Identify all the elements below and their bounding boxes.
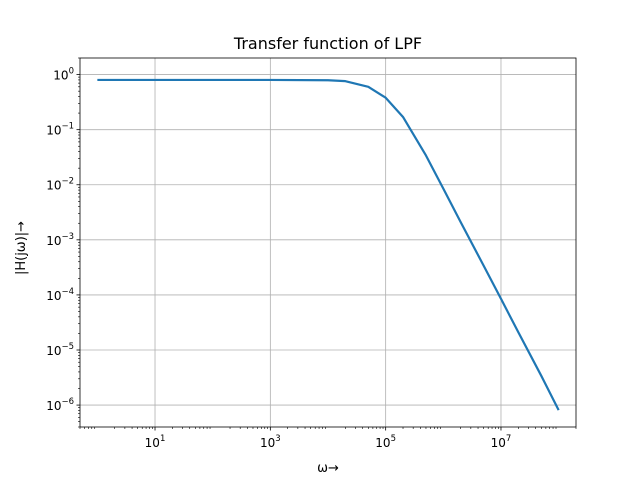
series-line <box>97 78 560 411</box>
x-tick-label: 107 <box>491 434 512 450</box>
x-axis-label: ω→ <box>317 461 339 476</box>
y-tick-label: 100 <box>53 67 74 83</box>
y-axis-label: |H(jω)|→ <box>14 221 29 275</box>
chart-title: Transfer function of LPF <box>233 34 422 53</box>
x-tick-label: 103 <box>260 434 281 450</box>
y-tick-label: 10−3 <box>46 232 74 248</box>
y-tick-label: 10−6 <box>46 397 74 413</box>
y-tick-label: 10−5 <box>46 342 74 358</box>
y-axis-ticks: 100 10−1 10−2 10−3 10−4 10−5 10−6 <box>46 57 80 428</box>
y-tick-label: 10−1 <box>46 122 74 138</box>
x-axis-ticks: 101 103 105 107 <box>79 427 577 450</box>
x-tick-label: 101 <box>145 434 166 450</box>
grid-lines <box>80 58 576 427</box>
y-tick-label: 10−4 <box>46 287 74 303</box>
x-tick-label: 105 <box>375 434 396 450</box>
plot-area <box>97 78 560 411</box>
y-tick-label: 10−2 <box>46 177 74 193</box>
